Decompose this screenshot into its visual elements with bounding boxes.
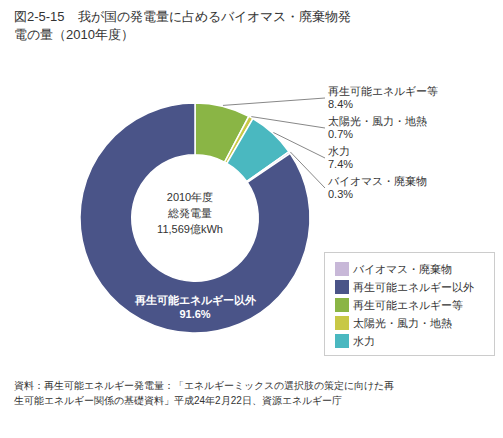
svg-text:再生可能エネルギー等: 再生可能エネルギー等 (328, 85, 438, 97)
svg-text:再生可能エネルギー以外: 再生可能エネルギー以外 (134, 294, 257, 306)
svg-text:8.4%: 8.4% (328, 98, 353, 110)
html-text:再生可能エネルギー以外: 再生可能エネルギー以外 (353, 281, 474, 293)
svg-text:0.3%: 0.3% (328, 188, 353, 200)
svg-text:7.4%: 7.4% (328, 158, 353, 170)
svg-text:水力: 水力 (328, 145, 350, 157)
html-text:水力: 水力 (353, 335, 375, 347)
html-text:資料：再生可能エネルギー発電量：「エネルギーミックスの選択肢: 資料：再生可能エネルギー発電量：「エネルギーミックスの選択肢の策定に向けた再 (14, 380, 394, 391)
html-text:総発電量: 総発電量 (168, 207, 212, 219)
html-text:生可能エネルギー関係の基礎資料」平成24年2月22日、資源エ: 生可能エネルギー関係の基礎資料」平成24年2月22日、資源エネルギー庁 (14, 395, 342, 406)
html-text:2010年度: 2010年度 (166, 191, 214, 203)
html-text:再生可能エネルギー等: 再生可能エネルギー等 (353, 299, 463, 311)
svg-text:バイオマス・廃棄物: バイオマス・廃棄物 (327, 175, 427, 187)
html-text:太陽光・風力・地熱: 太陽光・風力・地熱 (353, 317, 452, 329)
html-text:図2-5-15 我が国の発電量に占めるバイオマス・廃棄物発: 図2-5-15 我が国の発電量に占めるバイオマス・廃棄物発 (14, 9, 351, 24)
html-text:バイオマス・廃棄物: バイオマス・廃棄物 (353, 263, 452, 275)
html-text:11,569億kWh: 11,569億kWh (157, 223, 223, 235)
svg-text:91.6%: 91.6% (179, 308, 210, 320)
svg-text:0.7%: 0.7% (328, 128, 353, 140)
html-text:電の量（2010年度）: 電の量（2010年度） (14, 27, 134, 42)
svg-text:太陽光・風力・地熱: 太陽光・風力・地熱 (328, 115, 427, 127)
